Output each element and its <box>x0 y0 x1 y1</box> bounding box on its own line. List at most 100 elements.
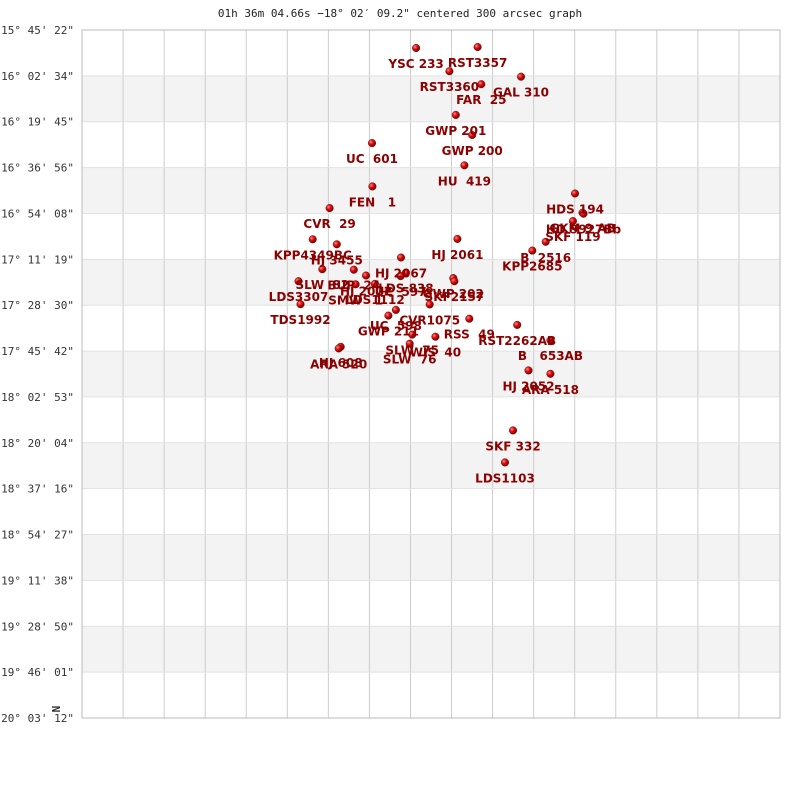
star-point[interactable] <box>318 265 327 274</box>
star-label: SLW 82 <box>295 278 349 292</box>
star-label: RSS 49 <box>444 328 495 342</box>
star-label: GKM 9 AB <box>549 222 615 236</box>
star-point[interactable] <box>396 272 405 281</box>
star-label: HJ 2072 <box>340 285 392 299</box>
star-label: SMW 1 <box>328 293 383 307</box>
y-tick-label: -16° 36' 56" <box>0 162 74 175</box>
star-point[interactable] <box>425 300 434 309</box>
star-point[interactable] <box>568 217 577 226</box>
star-label: KPP4349BC <box>274 248 352 262</box>
star-label: GAL 310 <box>493 86 549 100</box>
star-point[interactable] <box>397 253 406 262</box>
star-point[interactable] <box>524 366 533 375</box>
north-indicator: N <box>50 706 63 713</box>
star-point[interactable] <box>325 204 334 213</box>
star-label: HDS 194 <box>546 203 604 217</box>
background-bands <box>82 30 780 718</box>
y-tick-label: -19° 28' 50" <box>0 620 74 633</box>
grid-lines <box>82 30 780 718</box>
y-tick-label: -18° 54' 27" <box>0 529 74 542</box>
star-label: LDS3307 <box>269 290 329 304</box>
star-point[interactable] <box>465 314 474 323</box>
y-tick-label: -16° 19' 45" <box>0 116 74 129</box>
star-point[interactable] <box>473 43 482 52</box>
star-label: HJ 2067 <box>375 267 427 281</box>
star-label: SKF 119 <box>545 230 600 244</box>
star-point[interactable] <box>513 320 522 329</box>
star-point[interactable] <box>370 279 379 288</box>
star-label: GWP 211 <box>358 325 419 339</box>
band-row <box>82 580 780 627</box>
star-point[interactable] <box>546 369 555 378</box>
star-label: HJ 608 <box>319 356 363 370</box>
y-tick-label: -15° 45' 22" <box>0 24 74 37</box>
star-label: HJ 2052 <box>502 379 554 393</box>
star-point[interactable] <box>445 67 454 76</box>
star-point[interactable] <box>332 240 341 249</box>
star-point[interactable] <box>528 246 537 255</box>
star-point[interactable] <box>460 161 469 170</box>
star-label: UC 597 <box>375 285 427 299</box>
y-tick-label: -16° 54' 08" <box>0 207 74 220</box>
band-row <box>82 75 780 122</box>
star-point[interactable] <box>451 110 460 119</box>
star-point[interactable] <box>384 311 393 320</box>
star-point[interactable] <box>362 271 371 280</box>
star-label: WIS 40 <box>410 346 461 360</box>
star-point[interactable] <box>450 277 459 286</box>
band-row <box>82 626 780 673</box>
star-point[interactable] <box>477 80 486 89</box>
star-point[interactable] <box>349 265 358 274</box>
star-label: LDS 838 <box>378 282 433 296</box>
y-tick-label: -18° 20' 04" <box>0 437 74 450</box>
star-point[interactable] <box>308 235 317 244</box>
star-label: SLW 75 <box>385 344 439 358</box>
star-point[interactable] <box>334 344 343 353</box>
star-point[interactable] <box>501 458 510 467</box>
star-point[interactable] <box>296 300 305 309</box>
star-point[interactable] <box>368 182 377 191</box>
star-label: YSC 233 <box>387 57 443 71</box>
band-row <box>82 213 780 260</box>
star-label: SKF2157 <box>425 290 485 304</box>
star-label: ARA 518 <box>522 383 579 397</box>
star-point[interactable] <box>571 189 580 198</box>
y-tick-label: -17° 11' 19" <box>0 253 74 266</box>
star-point[interactable] <box>546 336 555 345</box>
y-tick-label: -17° 45' 42" <box>0 345 74 358</box>
star-label: HU 419 <box>438 174 491 188</box>
star-label: RST2262AB <box>478 334 556 348</box>
star-point[interactable] <box>391 305 400 314</box>
star-label: ARA 520 <box>310 357 367 371</box>
star-point[interactable] <box>468 130 477 139</box>
star-point[interactable] <box>541 237 550 246</box>
star-point[interactable] <box>453 234 462 243</box>
star-label: UC 598 <box>370 319 422 333</box>
star-point[interactable] <box>408 330 417 339</box>
star-label: B 653AB <box>518 349 583 363</box>
star-label: KPP2685 <box>502 260 562 274</box>
band-row <box>82 351 780 397</box>
star-label: LDS1103 <box>475 471 535 485</box>
star-label: BUP 24 <box>327 279 380 293</box>
star-point[interactable] <box>431 332 440 341</box>
star-point[interactable] <box>509 426 518 435</box>
star-point[interactable] <box>517 72 526 81</box>
star-point[interactable] <box>405 339 414 348</box>
band-row <box>82 305 780 352</box>
band-row <box>82 672 780 718</box>
y-tick-label: -16° 02' 34" <box>0 70 74 83</box>
star-point[interactable] <box>579 209 588 218</box>
y-tick-label: -19° 11' 38" <box>0 574 74 587</box>
star-point[interactable] <box>412 44 421 53</box>
star-label: FEN 1 <box>349 195 396 209</box>
star-point[interactable] <box>351 280 360 289</box>
band-row <box>82 121 780 168</box>
star-point[interactable] <box>294 277 303 286</box>
band-row <box>82 488 780 535</box>
star-label: CVR1075 <box>399 313 460 327</box>
star-point[interactable] <box>368 139 377 148</box>
star-label: HJ 2061 <box>431 248 483 262</box>
